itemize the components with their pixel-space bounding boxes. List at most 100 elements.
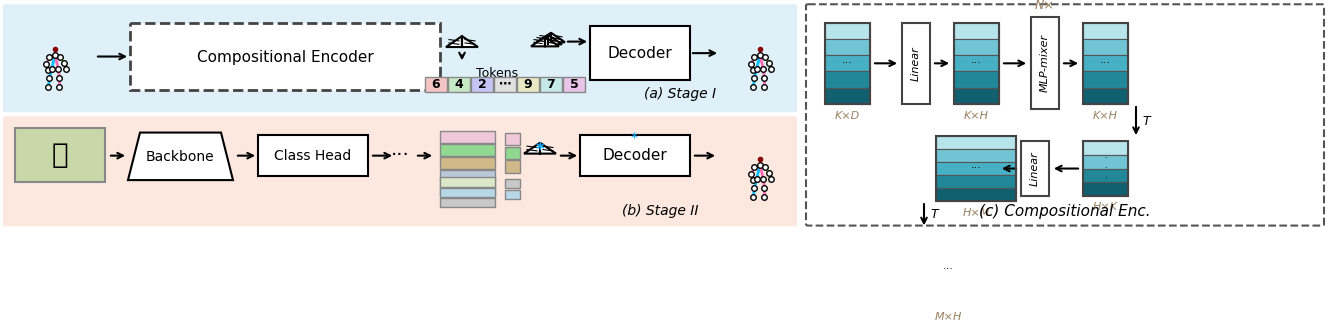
Polygon shape (446, 36, 462, 47)
Polygon shape (544, 37, 559, 46)
FancyBboxPatch shape (448, 77, 470, 92)
FancyBboxPatch shape (505, 189, 521, 199)
Bar (1084, 168, 1127, 182)
Bar (954, 23, 999, 104)
Text: Decoder: Decoder (603, 148, 668, 163)
Text: M×H: M×H (935, 312, 963, 322)
FancyBboxPatch shape (494, 77, 517, 92)
Bar (926, 296, 971, 306)
Text: Linear: Linear (911, 46, 922, 81)
FancyBboxPatch shape (258, 135, 368, 176)
Bar (825, 55, 870, 72)
Bar (954, 39, 999, 55)
Text: (c) Compositional Enc.: (c) Compositional Enc. (979, 204, 1151, 219)
Bar (936, 175, 1016, 188)
Text: K×D: K×D (835, 111, 861, 121)
Bar (1084, 72, 1127, 88)
Text: H×K: H×K (1093, 202, 1118, 212)
FancyBboxPatch shape (590, 26, 691, 80)
Bar (1084, 142, 1127, 196)
Bar (954, 88, 999, 104)
FancyBboxPatch shape (563, 77, 586, 92)
Bar (1084, 88, 1127, 104)
Text: ···: ··· (1100, 58, 1112, 68)
FancyBboxPatch shape (440, 144, 495, 156)
Bar (825, 39, 870, 55)
FancyBboxPatch shape (440, 177, 495, 187)
Bar (1084, 142, 1127, 155)
FancyBboxPatch shape (15, 128, 105, 182)
Bar (825, 72, 870, 88)
Text: 6: 6 (432, 78, 441, 91)
Text: Compositional Encoder: Compositional Encoder (197, 50, 373, 65)
Bar (825, 23, 870, 104)
Bar (936, 136, 1016, 201)
Text: ···: ··· (390, 146, 409, 165)
Text: Tokens: Tokens (475, 67, 518, 80)
Bar (926, 232, 971, 306)
Polygon shape (531, 37, 544, 46)
Bar (1084, 55, 1127, 72)
FancyBboxPatch shape (902, 23, 930, 104)
Text: T: T (930, 208, 938, 221)
Bar (936, 136, 1016, 149)
Bar (954, 55, 999, 72)
Text: ···: ··· (971, 58, 981, 68)
Text: ···: ··· (943, 264, 954, 274)
Text: 4: 4 (454, 78, 463, 91)
Text: K×H: K×H (964, 111, 989, 121)
Text: Linear: Linear (1031, 151, 1040, 186)
Polygon shape (551, 33, 564, 42)
Bar (926, 274, 971, 285)
Bar (954, 72, 999, 88)
Text: 9: 9 (523, 78, 533, 91)
Bar (1084, 155, 1127, 168)
Bar (926, 264, 971, 274)
FancyBboxPatch shape (505, 133, 521, 146)
Bar (926, 232, 971, 242)
Bar (825, 23, 870, 39)
FancyBboxPatch shape (540, 77, 562, 92)
Text: ···: ··· (971, 164, 981, 173)
Polygon shape (462, 36, 478, 47)
Text: 5: 5 (570, 78, 579, 91)
Text: *: * (631, 131, 637, 145)
FancyBboxPatch shape (3, 116, 797, 226)
FancyBboxPatch shape (580, 135, 691, 176)
FancyBboxPatch shape (505, 179, 521, 188)
Text: MLP-mixer: MLP-mixer (1040, 34, 1050, 92)
FancyBboxPatch shape (130, 23, 440, 91)
Polygon shape (537, 33, 551, 42)
Text: Class Head: Class Head (275, 149, 352, 163)
Text: (a) Stage I: (a) Stage I (644, 87, 716, 101)
FancyBboxPatch shape (440, 187, 495, 197)
Bar (926, 285, 971, 296)
Polygon shape (540, 143, 556, 154)
Bar (936, 162, 1016, 175)
Text: (b) Stage II: (b) Stage II (622, 204, 699, 218)
Bar (926, 242, 971, 253)
Bar (1084, 23, 1127, 39)
Bar (825, 88, 870, 104)
Polygon shape (534, 35, 548, 44)
Bar (954, 23, 999, 39)
FancyBboxPatch shape (1031, 17, 1058, 110)
FancyBboxPatch shape (3, 4, 797, 112)
Polygon shape (548, 35, 562, 44)
FancyBboxPatch shape (440, 170, 495, 182)
Text: 🏃: 🏃 (52, 141, 68, 169)
FancyBboxPatch shape (505, 147, 521, 159)
Text: 7: 7 (547, 78, 555, 91)
Text: N×: N× (1035, 0, 1054, 12)
Bar (1084, 182, 1127, 196)
FancyBboxPatch shape (440, 198, 495, 207)
Text: Decoder: Decoder (608, 46, 672, 61)
Text: T: T (1142, 115, 1150, 128)
FancyBboxPatch shape (440, 183, 495, 195)
FancyBboxPatch shape (425, 77, 448, 92)
Bar (936, 149, 1016, 162)
Text: K×H: K×H (1093, 111, 1118, 121)
FancyBboxPatch shape (1021, 142, 1049, 196)
FancyBboxPatch shape (505, 161, 521, 172)
Bar (1084, 39, 1127, 55)
